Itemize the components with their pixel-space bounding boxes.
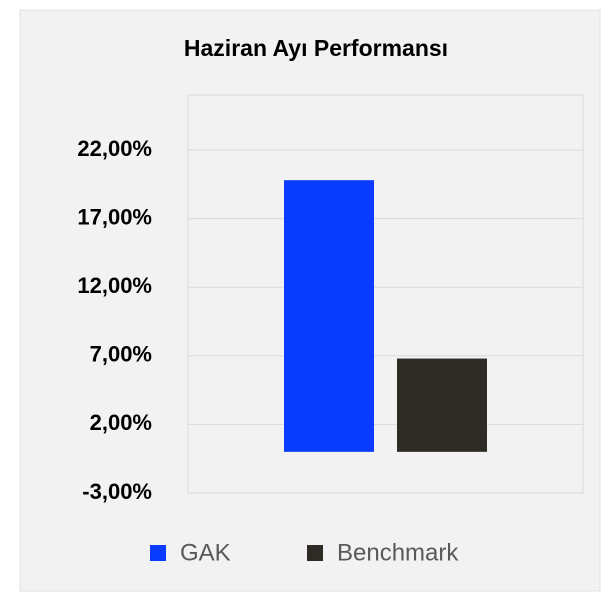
y-tick-label: 12,00%	[77, 273, 152, 298]
y-tick-label: 22,00%	[77, 136, 152, 161]
legend-swatch	[307, 545, 323, 561]
legend-swatch	[150, 545, 166, 561]
legend-label: GAK	[180, 539, 231, 566]
bar	[284, 180, 374, 452]
y-tick-label: 7,00%	[90, 342, 152, 367]
y-tick-label: 17,00%	[77, 204, 152, 229]
y-tick-label: -3,00%	[82, 479, 152, 504]
legend-label: Benchmark	[337, 539, 459, 566]
chart-title: Haziran Ayı Performansı	[184, 35, 448, 61]
bar	[397, 358, 487, 452]
y-tick-label: 2,00%	[90, 410, 152, 435]
